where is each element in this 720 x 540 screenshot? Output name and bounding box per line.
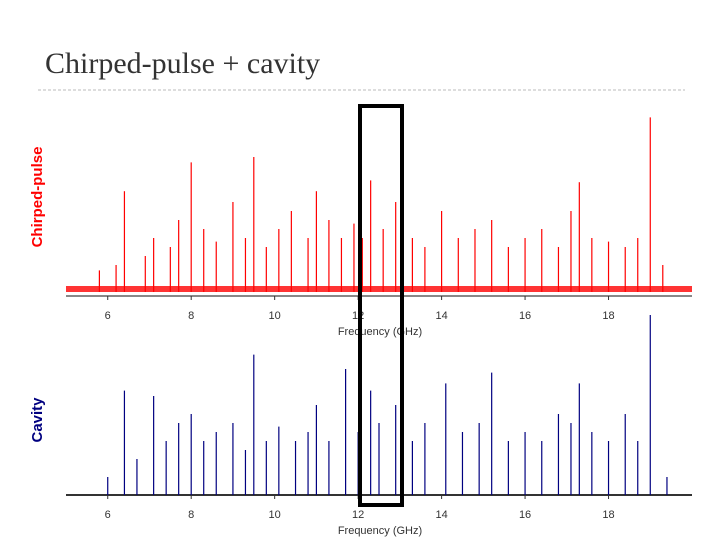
x-tick-label: 18 bbox=[602, 310, 614, 322]
x-tick-label: 16 bbox=[519, 509, 531, 521]
highlight-box bbox=[358, 104, 404, 507]
y-axis-label: Chirped-pulse bbox=[29, 147, 46, 248]
x-tick-label: 12 bbox=[352, 509, 364, 521]
baseline-noise bbox=[66, 286, 692, 292]
y-axis-label: Cavity bbox=[29, 397, 46, 443]
slide-title: Chirped-pulse + cavity bbox=[45, 47, 320, 80]
x-tick-label: 8 bbox=[188, 509, 194, 521]
x-tick-label: 14 bbox=[435, 310, 447, 322]
x-axis-label: Frequency (GHz) bbox=[338, 326, 422, 338]
x-tick-label: 6 bbox=[105, 509, 111, 521]
x-tick-label: 8 bbox=[188, 310, 194, 322]
x-tick-label: 6 bbox=[105, 310, 111, 322]
x-axis-label: Frequency (GHz) bbox=[338, 525, 422, 537]
x-tick-label: 16 bbox=[519, 310, 531, 322]
x-tick-label: 10 bbox=[269, 509, 281, 521]
charts: Chirped-pulse 6 8 10 12 14 16 18 Frequency (GHz)… bbox=[29, 117, 692, 537]
x-tick-label: 18 bbox=[602, 509, 614, 521]
x-tick-label: 14 bbox=[435, 509, 447, 521]
x-tick-label: 10 bbox=[269, 310, 281, 322]
